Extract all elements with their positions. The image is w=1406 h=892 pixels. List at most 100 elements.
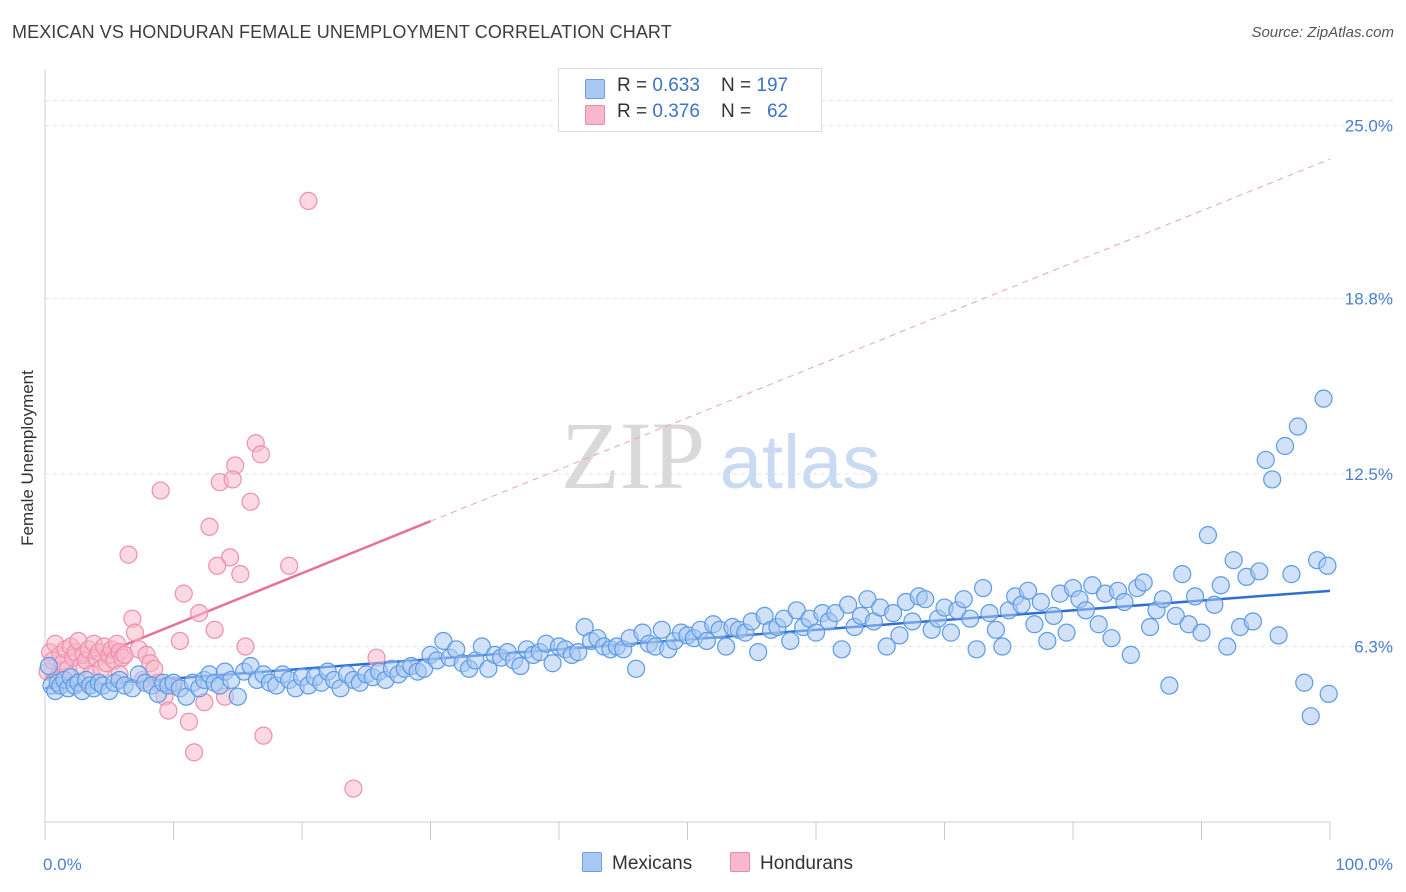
y-tick-label: 6.3% xyxy=(1354,638,1393,657)
r-label: R = xyxy=(617,75,653,96)
legend-item-hondurans[interactable]: Hondurans xyxy=(730,852,853,875)
point-mexican xyxy=(1205,595,1224,614)
point-mexican xyxy=(890,626,909,645)
watermark: ZIP atlas xyxy=(561,402,880,509)
point-mexican xyxy=(222,670,241,690)
legend-label-mexicans: Mexicans xyxy=(612,853,693,874)
n-value: 62 xyxy=(766,101,789,122)
watermark-zip: ZIP xyxy=(561,402,705,509)
point-honduran xyxy=(125,623,145,642)
point-mexican xyxy=(228,687,247,706)
point-mexican xyxy=(826,604,845,623)
point-mexican xyxy=(1211,576,1230,595)
point-mexican xyxy=(434,631,453,651)
point-honduran xyxy=(231,565,250,584)
point-mexican xyxy=(1288,417,1307,436)
point-mexican xyxy=(1031,592,1050,612)
watermark-atlas: atlas xyxy=(720,420,881,505)
point-mexican xyxy=(716,637,736,656)
point-honduran xyxy=(119,545,138,564)
y-tick-label: 12.5% xyxy=(1345,465,1393,484)
hondurans-swatch xyxy=(585,105,605,125)
point-mexican xyxy=(980,604,999,623)
point-mexican xyxy=(961,609,980,628)
point-mexican xyxy=(877,637,896,656)
point-mexican xyxy=(1089,615,1108,634)
y-tick-label: 18.8% xyxy=(1345,289,1393,308)
stats-box: R = 0.633 N = 197 R = 0.376 N = 62 xyxy=(558,68,822,132)
point-mexican xyxy=(697,631,716,651)
point-honduran xyxy=(151,481,170,500)
chart-title: MEXICAN VS HONDURAN FEMALE UNEMPLOYMENT … xyxy=(12,22,672,42)
legend-item-mexicans[interactable]: Mexicans xyxy=(582,852,692,875)
point-mexican xyxy=(1083,576,1102,595)
point-mexican xyxy=(1282,565,1301,584)
point-mexican xyxy=(1263,470,1282,489)
point-mexican xyxy=(1269,626,1288,645)
legend-swatch-mexicans xyxy=(582,852,602,872)
point-honduran xyxy=(208,556,227,575)
point-mexican xyxy=(1192,623,1211,642)
point-mexican xyxy=(858,590,877,609)
x-tick-label: 0.0% xyxy=(43,855,82,874)
point-mexican xyxy=(1301,707,1320,726)
point-mexican xyxy=(1018,581,1038,600)
point-mexican xyxy=(1076,601,1095,620)
point-mexican xyxy=(1140,617,1160,637)
point-mexican xyxy=(774,609,793,628)
point-honduran xyxy=(236,637,255,656)
point-mexican xyxy=(781,631,800,651)
y-tick-labels: 6.3% 12.5% 18.8% 25.0% xyxy=(1345,117,1393,657)
point-mexican xyxy=(1134,573,1153,592)
point-honduran xyxy=(179,712,199,731)
point-mexican xyxy=(993,637,1012,656)
point-mexican xyxy=(511,656,530,676)
y-tick-label: 25.0% xyxy=(1345,117,1393,136)
r-label: R = xyxy=(617,101,653,122)
point-mexican xyxy=(973,578,993,598)
x-tick-labels: 0.0% 100.0% xyxy=(43,855,1393,874)
point-mexican xyxy=(1179,615,1198,634)
point-honduran xyxy=(190,604,209,623)
point-mexican xyxy=(1243,612,1263,631)
x-tick-label: 100.0% xyxy=(1335,855,1393,874)
point-honduran xyxy=(220,548,240,567)
point-honduran xyxy=(299,191,318,211)
point-mexican xyxy=(1295,673,1314,692)
point-mexican xyxy=(1038,631,1057,651)
point-mexican xyxy=(986,620,1006,639)
r-value: 0.376 xyxy=(652,101,700,122)
point-mexican xyxy=(472,637,491,656)
point-mexican xyxy=(967,640,986,659)
point-mexican xyxy=(1198,526,1218,545)
point-mexican xyxy=(1115,592,1134,612)
point-mexican xyxy=(1256,450,1275,470)
point-mexican xyxy=(832,640,851,659)
r-value: 0.633 xyxy=(652,75,700,96)
point-mexican xyxy=(839,595,858,614)
source-label: Source: ZipAtlas.com xyxy=(1251,24,1394,41)
point-mexican xyxy=(626,659,646,678)
point-mexican xyxy=(954,590,973,609)
legend-label-hondurans: Hondurans xyxy=(760,853,853,874)
point-honduran xyxy=(170,631,190,651)
point-honduran xyxy=(205,620,224,639)
point-honduran xyxy=(184,743,204,762)
point-mexican xyxy=(1057,623,1076,642)
point-mexican xyxy=(1173,565,1192,584)
point-mexican xyxy=(1025,615,1044,634)
point-mexican xyxy=(1153,590,1173,609)
points-hondurans xyxy=(38,191,386,798)
point-mexican xyxy=(916,590,935,609)
point-honduran xyxy=(280,556,299,575)
point-mexican xyxy=(1218,637,1237,656)
legend-swatch-hondurans xyxy=(730,852,750,872)
point-honduran xyxy=(241,492,260,511)
point-mexican xyxy=(543,654,562,673)
n-label: N = xyxy=(721,101,757,122)
point-mexican xyxy=(1224,551,1243,570)
point-mexican xyxy=(1121,645,1140,664)
point-mexican xyxy=(1319,684,1338,703)
point-mexican xyxy=(652,620,671,639)
